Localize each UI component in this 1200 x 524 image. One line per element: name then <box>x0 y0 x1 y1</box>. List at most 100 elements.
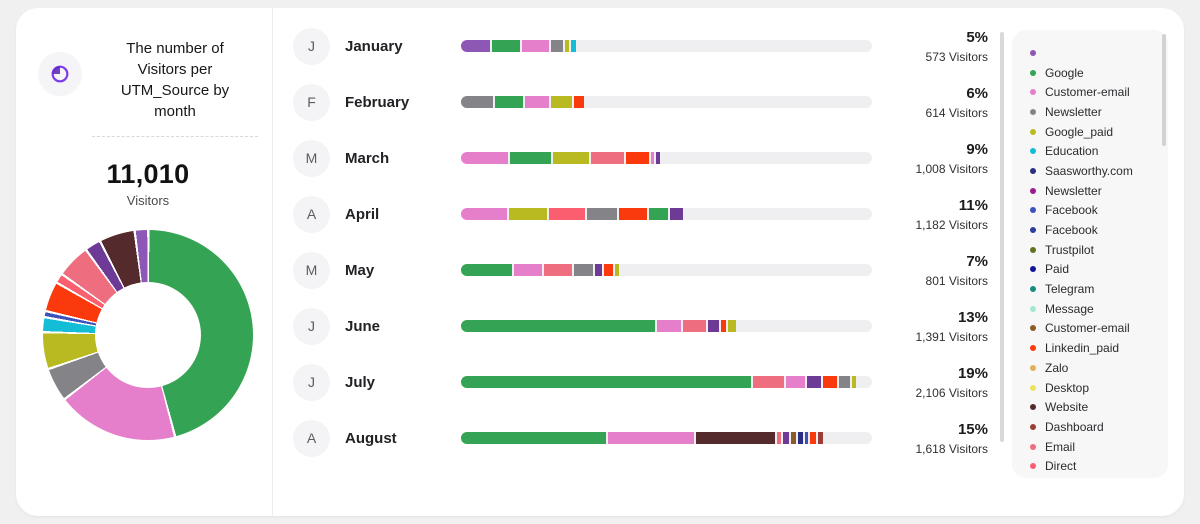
bar-track[interactable] <box>461 320 872 332</box>
bar-segment[interactable] <box>461 40 491 52</box>
legend-label: Google <box>1045 65 1084 80</box>
legend-item[interactable]: Direct <box>1030 456 1162 476</box>
bar-segment[interactable] <box>670 208 683 220</box>
bar-segment[interactable] <box>461 432 606 444</box>
bar-segment[interactable] <box>604 264 613 276</box>
legend-label: Facebook <box>1045 223 1098 238</box>
bar-segment[interactable] <box>721 320 727 332</box>
bar-segment[interactable] <box>570 40 577 52</box>
month-avatar-letter: A <box>306 206 317 222</box>
legend-item[interactable]: Saasworthy.com <box>1030 161 1162 181</box>
bar-segment[interactable] <box>553 152 589 164</box>
bar-segment[interactable] <box>785 376 805 388</box>
legend-item[interactable] <box>1030 43 1162 63</box>
bar-segment[interactable] <box>543 264 572 276</box>
bar-segment[interactable] <box>783 432 790 444</box>
month-avatar: A <box>293 419 330 457</box>
bar-segment[interactable] <box>514 264 542 276</box>
bar-segment[interactable] <box>695 432 776 444</box>
bar-segment[interactable] <box>509 208 547 220</box>
legend-dot-icon <box>1030 227 1036 234</box>
legend-item[interactable]: Desktop <box>1030 378 1162 398</box>
bar-segment[interactable] <box>851 376 856 388</box>
legend-dot-icon <box>1030 443 1036 450</box>
bar-segment[interactable] <box>573 264 593 276</box>
months-scrollbar[interactable] <box>1000 32 1004 442</box>
bar-segment[interactable] <box>822 376 838 388</box>
legend-item[interactable]: Google <box>1030 63 1162 83</box>
bar-segment[interactable] <box>573 96 585 108</box>
bar-track[interactable] <box>461 40 872 52</box>
bar-segment[interactable] <box>494 96 523 108</box>
bar-track[interactable] <box>461 152 872 164</box>
bar-segment[interactable] <box>586 208 618 220</box>
legend-label: Linkedin_paid <box>1045 341 1120 356</box>
legend-dot-icon <box>1030 384 1036 391</box>
bar-segment[interactable] <box>682 320 707 332</box>
legend-item[interactable]: Paid <box>1030 260 1162 280</box>
legend-item[interactable]: Trustpilot <box>1030 240 1162 260</box>
bar-track[interactable] <box>461 432 872 444</box>
legend-item[interactable]: Newsletter <box>1030 181 1162 201</box>
bar-segment[interactable] <box>607 432 694 444</box>
bar-segment[interactable] <box>649 208 669 220</box>
bar-segment[interactable] <box>461 320 655 332</box>
bar-segment[interactable] <box>551 40 563 52</box>
bar-segment[interactable] <box>839 376 850 388</box>
bar-segment[interactable] <box>798 432 803 444</box>
bar-segment[interactable] <box>509 152 552 164</box>
legend-scrollbar[interactable] <box>1162 34 1166 146</box>
bar-segment[interactable] <box>521 40 550 52</box>
legend-item[interactable]: Newsletter <box>1030 102 1162 122</box>
legend-item[interactable]: Facebook <box>1030 201 1162 221</box>
bar-segment[interactable] <box>626 152 649 164</box>
bar-segment[interactable] <box>594 264 603 276</box>
bar-track[interactable] <box>461 96 872 108</box>
bar-segment[interactable] <box>590 152 625 164</box>
bar-segment[interactable] <box>753 376 784 388</box>
bar-track[interactable] <box>461 264 872 276</box>
legend-item[interactable]: Dashboard <box>1030 417 1162 437</box>
bar-segment[interactable] <box>461 208 508 220</box>
bar-segment[interactable] <box>461 152 508 164</box>
legend-item[interactable]: Email <box>1030 437 1162 457</box>
legend-item[interactable]: Website <box>1030 397 1162 417</box>
bar-segment[interactable] <box>817 432 823 444</box>
bar-segment[interactable] <box>650 152 654 164</box>
bar-segment[interactable] <box>525 96 549 108</box>
legend-item[interactable]: Google_paid <box>1030 122 1162 142</box>
bar-segment[interactable] <box>619 208 648 220</box>
bar-segment[interactable] <box>655 152 661 164</box>
bar-segment[interactable] <box>804 432 808 444</box>
legend-item[interactable]: Zalo <box>1030 358 1162 378</box>
legend-item[interactable]: Customer-email <box>1030 82 1162 102</box>
bar-segment[interactable] <box>461 96 493 108</box>
bar-segment[interactable] <box>492 40 520 52</box>
donut-chart-icon <box>38 52 82 96</box>
bar-segment[interactable] <box>614 264 620 276</box>
bar-segment[interactable] <box>806 376 821 388</box>
legend-item[interactable]: Message <box>1030 299 1162 319</box>
bar-segment[interactable] <box>548 208 585 220</box>
legend-item[interactable]: Education <box>1030 141 1162 161</box>
bar-segment[interactable] <box>461 264 513 276</box>
bar-segment[interactable] <box>708 320 720 332</box>
donut-chart[interactable] <box>43 230 253 440</box>
legend-item[interactable]: Telegram <box>1030 279 1162 299</box>
bar-segment[interactable] <box>810 432 816 444</box>
bar-segment[interactable] <box>461 376 752 388</box>
month-label: August <box>345 429 397 447</box>
month-avatar-letter: J <box>308 38 315 54</box>
bar-track[interactable] <box>461 376 872 388</box>
bar-segment[interactable] <box>564 40 569 52</box>
bar-track[interactable] <box>461 208 872 220</box>
bar-segment[interactable] <box>656 320 681 332</box>
legend-item[interactable]: Customer-email <box>1030 319 1162 339</box>
legend-item[interactable]: Facebook <box>1030 220 1162 240</box>
bar-segment[interactable] <box>777 432 782 444</box>
month-visitors: 2,106 Visitors <box>915 385 989 400</box>
bar-segment[interactable] <box>550 96 572 108</box>
legend-item[interactable]: Linkedin_paid <box>1030 338 1162 358</box>
bar-segment[interactable] <box>728 320 737 332</box>
bar-segment[interactable] <box>791 432 797 444</box>
